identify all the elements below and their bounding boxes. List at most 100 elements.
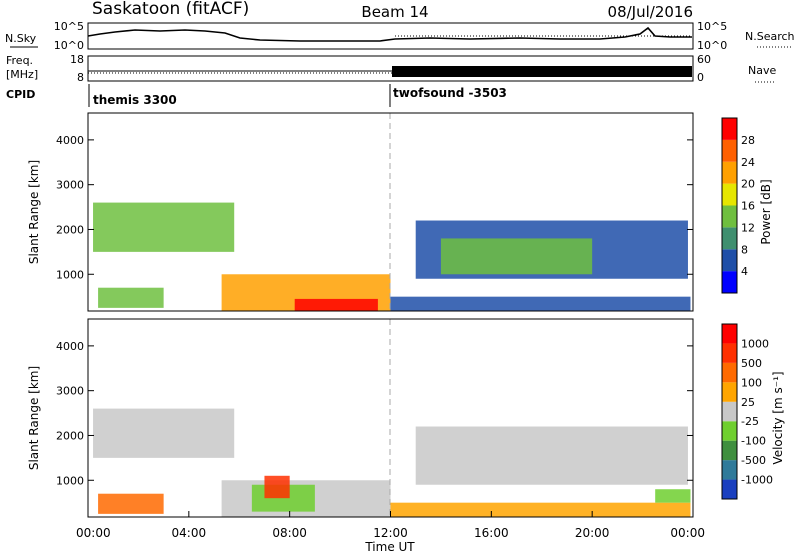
power-colorbar-tick-6: 28 (741, 134, 755, 147)
velocity-echo-region-4 (264, 475, 290, 499)
time-xtick-label-3: 12:00 (373, 526, 408, 540)
time-xtick-label-6: 00:00 (670, 526, 705, 540)
velocity-colorbar: 1000 500 100 25 -25 -100 -500 -1000 (721, 323, 773, 500)
power-colorbar-tick-1: 8 (741, 243, 748, 256)
power-echo-region-6 (440, 238, 593, 275)
velocity-echo-region-7 (655, 489, 691, 503)
power-colorbar-tick-4: 20 (741, 178, 755, 191)
nave-block (392, 66, 692, 77)
nsky-left-tick-top: 10^5 (54, 20, 84, 33)
velocity-colorbar-swatch-8 (722, 324, 737, 344)
station-title: Saskatoon (fitACF) (92, 0, 249, 19)
velocity-colorbar-tick-5: -100 (741, 435, 766, 448)
freq-frame (87, 55, 694, 82)
power-colorbar-label: Power [dB] (759, 179, 773, 244)
velocity-colorbar-swatch-3 (722, 421, 737, 441)
velocity-colorbar-swatch-1 (722, 460, 737, 480)
time-xtick-label-1: 04:00 (172, 526, 207, 540)
nsky-label: N.Sky (5, 32, 37, 45)
velocity-colorbar-frame (721, 323, 738, 500)
power-colorbar-tick-0: 4 (741, 265, 748, 278)
nsky-right-tick-bottom: 10^0 (697, 39, 727, 52)
power-colorbar-swatch-1 (722, 249, 737, 272)
beam-title: Beam 14 (361, 3, 428, 21)
power-frame (87, 112, 694, 312)
power-colorbar-tick-2: 12 (741, 221, 755, 234)
nsearch-label: N.Search (745, 30, 795, 43)
power-colorbar-swatch-0 (722, 271, 737, 293)
velocity-ytick-label-2: 3000 (56, 385, 84, 398)
cpid-entry-1: themis 3300 (93, 93, 177, 107)
velocity-colorbar-swatch-6 (722, 362, 737, 383)
velocity-colorbar-swatch-7 (722, 343, 737, 363)
nave-label: Nave (748, 64, 776, 77)
time-xtick-label-2: 08:00 (272, 526, 307, 540)
velocity-colorbar-tick-3: 25 (741, 396, 755, 409)
freq-left-tick-bottom: 8 (77, 71, 84, 84)
time-xtick-label-0: 00:00 (76, 526, 111, 540)
velocity-data-layer (93, 408, 691, 517)
power-ytick-label-1: 2000 (56, 223, 84, 236)
date-title: 08/Jul/2016 (608, 3, 693, 21)
freq-label-2: [MHz] (6, 68, 38, 81)
power-ylabel: Slant Range [km] (27, 160, 41, 264)
power-ytick-label-3: 4000 (56, 134, 84, 147)
freq-right-tick-bottom: 0 (697, 71, 704, 84)
freq-panel: Freq. [MHz] 18 8 60 0 Nave (6, 53, 776, 84)
power-colorbar-swatch-6 (722, 139, 737, 162)
power-echo-region-3 (294, 298, 378, 311)
power-echo-region-1 (98, 287, 164, 308)
power-ytick-label-2: 3000 (56, 179, 84, 192)
nsky-left-tick-bottom: 10^0 (54, 39, 84, 52)
power-colorbar-tick-3: 16 (741, 200, 755, 213)
velocity-colorbar-swatch-5 (722, 382, 737, 402)
velocity-colorbar-tick-7: -1000 (741, 474, 773, 487)
power-y-axis: 1000 2000 3000 4000 (56, 134, 693, 281)
cpid-panel: CPID themis 3300 twofsound -3503 (6, 84, 507, 107)
velocity-colorbar-tick-6: -500 (741, 454, 766, 467)
power-colorbar-swatch-5 (722, 161, 737, 184)
velocity-panel: 1000 2000 3000 4000 Slant Range [km] 1000 50… (27, 318, 785, 554)
cpid-label: CPID (6, 88, 35, 101)
velocity-colorbar-tick-0: 1000 (741, 337, 769, 350)
velocity-colorbar-tick-1: 500 (741, 357, 762, 370)
power-echo-region-4 (390, 296, 691, 311)
velocity-y-axis: 1000 2000 3000 4000 (56, 340, 693, 487)
power-colorbar-swatch-4 (722, 183, 737, 206)
velocity-ylabel: Slant Range [km] (27, 366, 41, 470)
velocity-colorbar-swatch-4 (722, 401, 737, 422)
freq-label-1: Freq. (6, 54, 33, 67)
nsky-trace (87, 26, 692, 42)
power-colorbar-tick-5: 24 (741, 156, 755, 169)
time-x-axis: 00:00 04:00 08:00 12:00 16:00 20:00 00:00 (76, 511, 705, 540)
power-colorbar: 4 8 12 16 20 24 28 (721, 117, 755, 294)
nsky-panel: N.Sky 10^5 10^0 10^5 10^0 N.Search (5, 20, 795, 52)
freq-right-tick-top: 60 (697, 53, 711, 66)
velocity-colorbar-swatch-2 (722, 440, 737, 461)
velocity-ytick-label-3: 4000 (56, 340, 84, 353)
power-colorbar-swatch-3 (722, 205, 737, 228)
power-colorbar-swatch-2 (722, 227, 737, 250)
nsky-right-tick-top: 10^5 (697, 20, 727, 33)
velocity-ytick-label-1: 2000 (56, 429, 84, 442)
power-colorbar-frame (721, 117, 738, 294)
velocity-echo-region-1 (98, 493, 164, 514)
velocity-ytick-label-0: 1000 (56, 474, 84, 487)
time-xlabel: Time UT (364, 540, 415, 554)
cpid-entry-2: twofsound -3503 (393, 86, 507, 100)
power-echo-region-0 (93, 202, 235, 252)
velocity-echo-region-5 (390, 502, 691, 517)
time-xtick-label-5: 20:00 (575, 526, 610, 540)
velocity-colorbar-tick-4: -25 (741, 415, 759, 428)
freq-left-tick-top: 18 (70, 53, 84, 66)
power-panel: 1000 2000 3000 4000 Slant Range [km] 4 8 12 16… (27, 112, 773, 312)
power-data-layer (93, 202, 691, 311)
velocity-echo-region-0 (93, 408, 235, 458)
power-ytick-label-0: 1000 (56, 268, 84, 281)
velocity-echo-region-6 (415, 426, 688, 485)
velocity-colorbar-label: Velocity [m s⁻¹] (771, 371, 785, 464)
velocity-colorbar-swatch-0 (722, 479, 737, 499)
time-xtick-label-4: 16:00 (474, 526, 509, 540)
power-colorbar-swatch-7 (722, 118, 737, 140)
